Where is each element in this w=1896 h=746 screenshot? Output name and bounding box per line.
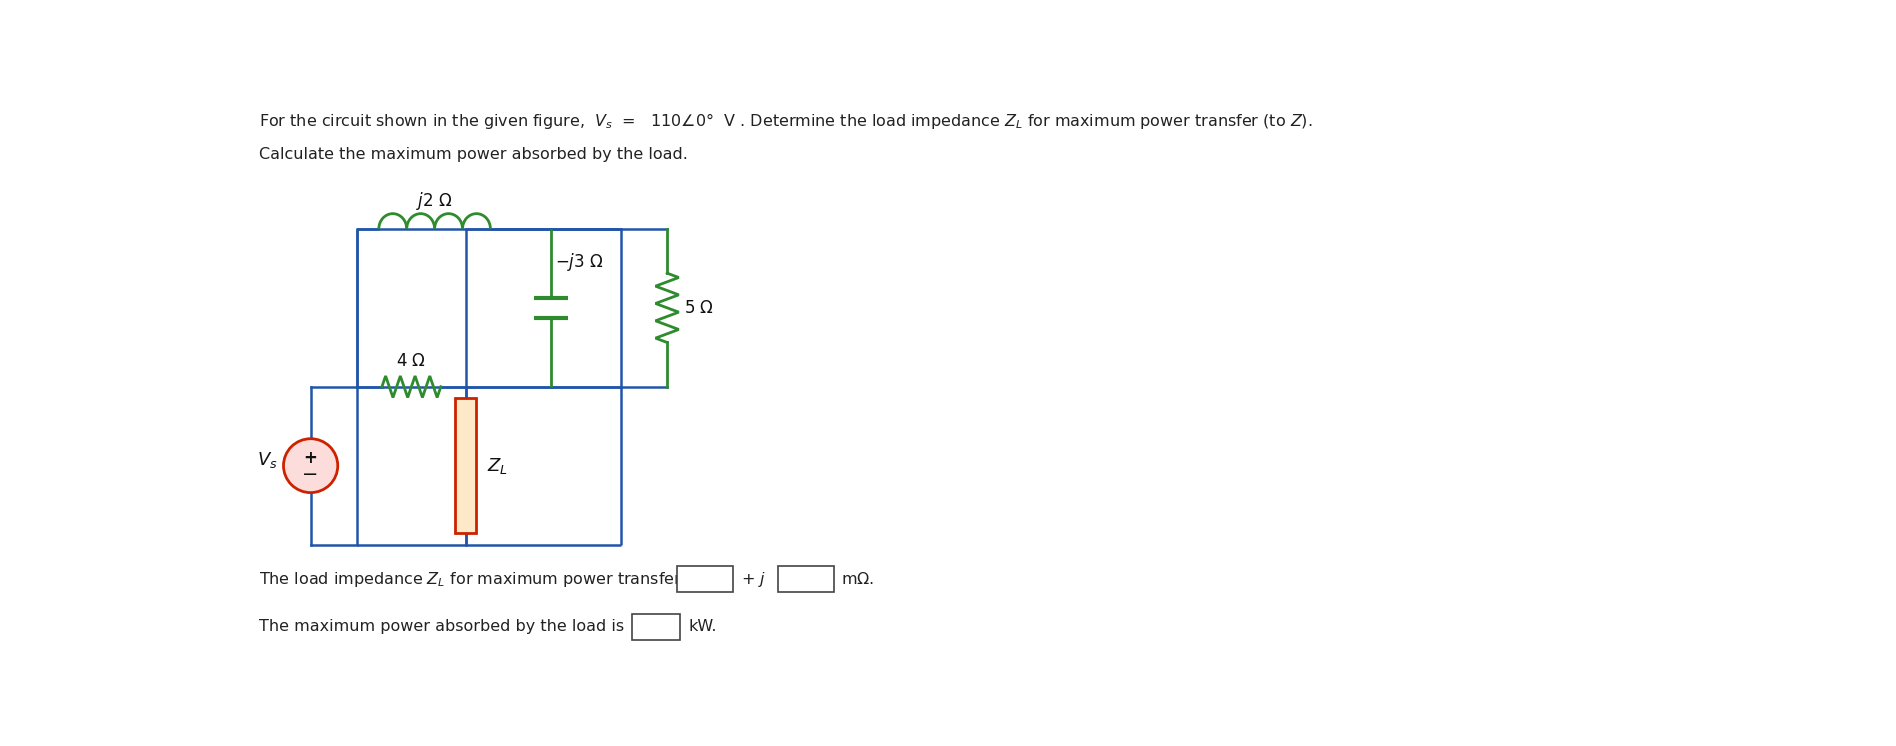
Text: The load impedance $Z_L$ for maximum power transfer is: The load impedance $Z_L$ for maximum pow… — [258, 570, 700, 589]
Text: $Z_L$: $Z_L$ — [487, 456, 508, 476]
Text: $-j3\ \Omega$: $-j3\ \Omega$ — [556, 251, 603, 273]
Text: $\mathrm{m\Omega}.$: $\mathrm{m\Omega}.$ — [842, 571, 874, 587]
Text: $+\ j$: $+\ j$ — [741, 570, 766, 589]
Text: −: − — [303, 466, 319, 484]
Text: For the circuit shown in the given figure,  $V_s$  =   110$\angle$0°  V . Determ: For the circuit shown in the given figur… — [258, 111, 1312, 131]
Text: $5\ \Omega$: $5\ \Omega$ — [684, 299, 715, 317]
Text: $4\ \Omega$: $4\ \Omega$ — [396, 352, 427, 370]
Text: Calculate the maximum power absorbed by the load.: Calculate the maximum power absorbed by … — [258, 146, 688, 161]
Bar — [455, 398, 476, 533]
Text: The maximum power absorbed by the load is: The maximum power absorbed by the load i… — [258, 619, 624, 635]
Text: $j2\ \Omega$: $j2\ \Omega$ — [417, 190, 453, 212]
Bar — [631, 614, 681, 640]
Circle shape — [284, 439, 337, 492]
Text: kW.: kW. — [688, 619, 717, 635]
Text: $V_s$: $V_s$ — [258, 450, 279, 469]
Bar — [777, 566, 834, 592]
Text: +: + — [303, 449, 317, 467]
Bar — [677, 566, 734, 592]
